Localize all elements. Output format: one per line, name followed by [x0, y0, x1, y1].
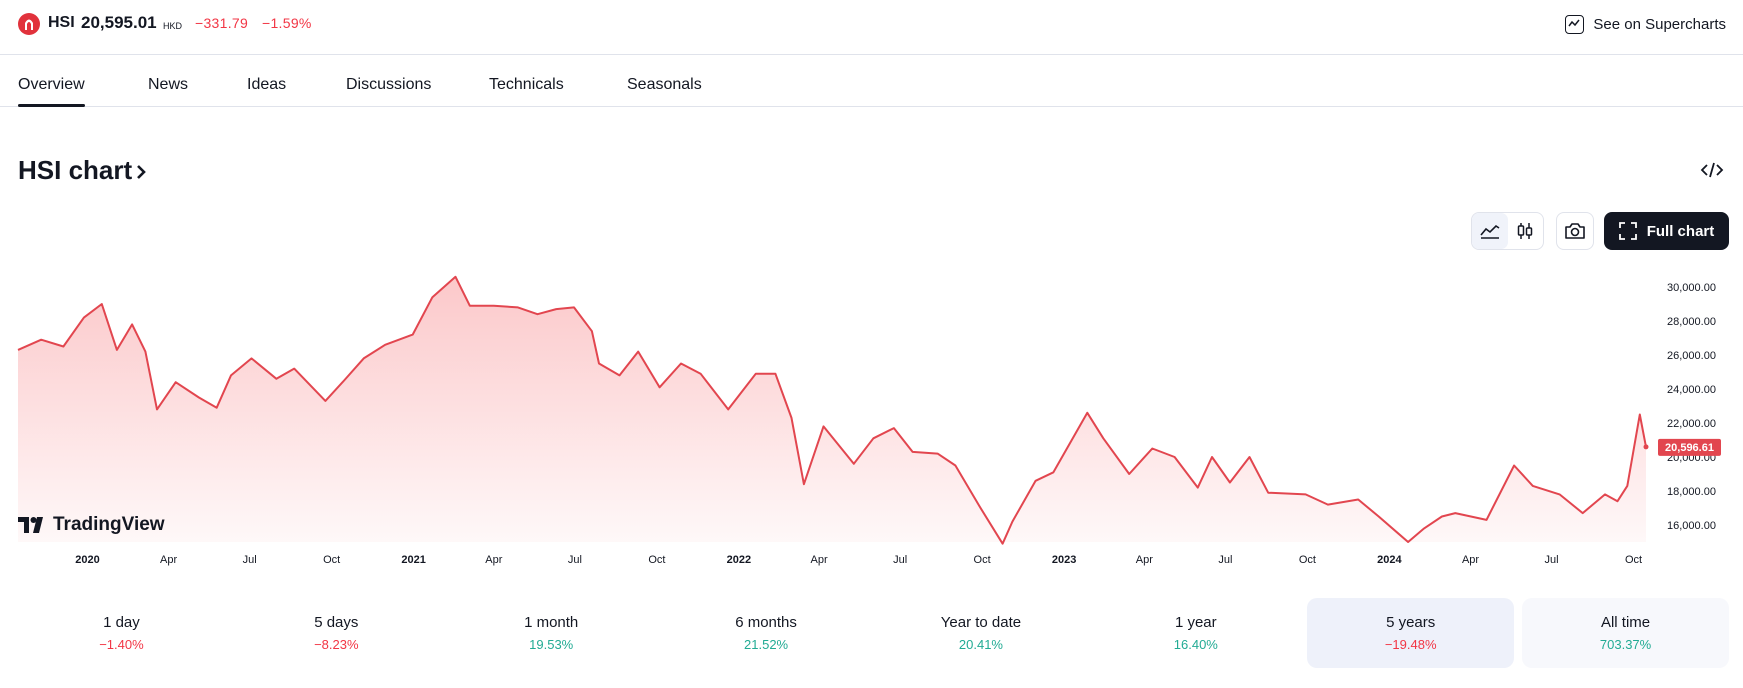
period-5-days[interactable]: 5 days −8.23% — [233, 598, 440, 668]
tradingview-mark-icon — [18, 517, 43, 533]
symbol-price: 20,595.01 — [81, 13, 157, 32]
y-axis-tick-label: 16,000.00 — [1667, 520, 1716, 532]
chart-title-link[interactable]: HSI chart — [18, 155, 148, 186]
x-axis-tick-label: Apr — [1136, 554, 1153, 566]
y-axis-tick-label: 22,000.00 — [1667, 418, 1716, 430]
period-label: Year to date — [940, 614, 1022, 631]
tab-overview[interactable]: Overview — [18, 76, 85, 107]
x-axis-tick-label: 2023 — [1052, 554, 1076, 566]
embed-code-button[interactable] — [1700, 160, 1724, 180]
period-1-year[interactable]: 1 year 16.40% — [1092, 598, 1299, 668]
period-1-day[interactable]: 1 day −1.40% — [18, 598, 225, 668]
x-axis-tick-label: Jul — [568, 554, 582, 566]
period-value: 21.52% — [744, 637, 789, 652]
period-label: 1 month — [524, 614, 579, 631]
full-chart-button[interactable]: Full chart — [1604, 212, 1729, 250]
x-axis-tick-label: Oct — [648, 554, 665, 566]
period-all-time[interactable]: All time 703.37% — [1522, 598, 1729, 668]
chevron-right-icon — [137, 164, 146, 179]
candlestick-icon — [1518, 223, 1533, 239]
y-axis-tick-label: 28,000.00 — [1667, 316, 1716, 328]
period-value: −8.23% — [314, 637, 359, 652]
period-label: 1 year — [1174, 614, 1217, 631]
tradingview-wordmark: TradingView — [53, 514, 165, 535]
period-1-month[interactable]: 1 month 19.53% — [448, 598, 655, 668]
x-axis-tick-label: Oct — [974, 554, 991, 566]
see-on-supercharts-label: See on Supercharts — [1593, 15, 1726, 33]
snapshot-button[interactable] — [1556, 212, 1594, 250]
area-chart-icon — [1480, 224, 1500, 239]
period-year-to-date[interactable]: Year to date 20.41% — [878, 598, 1085, 668]
tab-discussions[interactable]: Discussions — [346, 76, 432, 93]
x-axis-tick-label: Apr — [1462, 554, 1479, 566]
see-on-supercharts-link[interactable]: See on Supercharts — [1565, 11, 1726, 37]
period-label: 6 months — [735, 614, 797, 631]
x-axis-tick-label: Oct — [1299, 554, 1316, 566]
symbol-currency: HKD — [163, 21, 183, 31]
period-label: 1 day — [103, 614, 140, 631]
x-axis-tick-label: Apr — [811, 554, 828, 566]
symbol-tabs: Overview News Ideas Discussions Technica… — [0, 56, 1743, 107]
period-label: 5 days — [314, 614, 359, 631]
x-axis-tick-label: 2020 — [75, 554, 99, 566]
x-axis-tick-label: Jul — [1544, 554, 1558, 566]
period-performance-row: 1 day −1.40% 5 days −8.23% 1 month 19.53… — [18, 598, 1729, 668]
x-axis-tick-label: Apr — [160, 554, 177, 566]
y-axis-tick-label: 30,000.00 — [1667, 282, 1716, 294]
x-axis-tick-label: 2021 — [401, 554, 425, 566]
tab-technicals[interactable]: Technicals — [489, 76, 564, 93]
full-chart-label: Full chart — [1646, 222, 1715, 240]
symbol-header: HSI 20,595.01 HKD −331.79 −1.59% See on … — [0, 0, 1743, 55]
chart-line-icon — [1565, 14, 1585, 34]
tradingview-logo[interactable]: TradingView — [18, 514, 165, 536]
period-6-months[interactable]: 6 months 21.52% — [663, 598, 870, 668]
tab-ideas[interactable]: Ideas — [247, 76, 287, 93]
period-value: 16.40% — [1173, 637, 1218, 652]
x-axis-tick-label: Jul — [893, 554, 907, 566]
period-label: 5 years — [1386, 614, 1436, 631]
period-value: −1.40% — [99, 637, 144, 652]
price-line — [17, 275, 1647, 545]
symbol-logo-icon — [18, 13, 40, 35]
period-value: 20.41% — [958, 637, 1003, 652]
code-icon — [1700, 162, 1724, 178]
camera-icon — [1565, 223, 1585, 239]
last-price-point — [1643, 444, 1649, 450]
x-axis-tick-label: Jul — [1218, 554, 1232, 566]
price-area-fill — [18, 276, 1646, 544]
tab-seasonals[interactable]: Seasonals — [627, 76, 702, 93]
period-value: −19.48% — [1384, 637, 1437, 652]
period-label: All time — [1600, 614, 1651, 631]
x-axis-tick-label: 2024 — [1377, 554, 1402, 566]
period-value: 19.53% — [529, 637, 574, 652]
y-axis-tick-label: 24,000.00 — [1667, 384, 1716, 396]
period-value: 703.37% — [1599, 637, 1652, 652]
x-axis-tick-label: Oct — [323, 554, 340, 566]
x-axis-tick-label: Jul — [243, 554, 257, 566]
x-axis-tick-label: Apr — [485, 554, 502, 566]
area-chart-button[interactable] — [1472, 213, 1508, 249]
y-axis-tick-label: 18,000.00 — [1667, 486, 1716, 498]
fullscreen-icon — [1618, 222, 1637, 240]
candles-chart-button[interactable] — [1508, 213, 1544, 249]
y-axis-tick-label: 26,000.00 — [1667, 350, 1716, 362]
x-axis-tick-label: Oct — [1625, 554, 1642, 566]
symbol-name[interactable]: HSI — [48, 14, 75, 31]
chart-style-switcher — [1471, 212, 1544, 250]
symbol-change: −331.79 — [195, 15, 249, 31]
chart-title: HSI chart — [18, 155, 133, 185]
last-price-label: 20,596.61 — [1665, 442, 1714, 454]
x-axis-tick-label: 2022 — [727, 554, 751, 566]
price-area-chart[interactable]: 30,000.00 28,000.00 26,000.00 24,000.00 22,0… — [0, 260, 1743, 570]
last-price-badge — [1658, 438, 1721, 456]
period-5-years[interactable]: 5 years −19.48% — [1307, 598, 1515, 668]
tab-news[interactable]: News — [148, 76, 189, 93]
symbol-change-percent: −1.59% — [262, 15, 312, 31]
